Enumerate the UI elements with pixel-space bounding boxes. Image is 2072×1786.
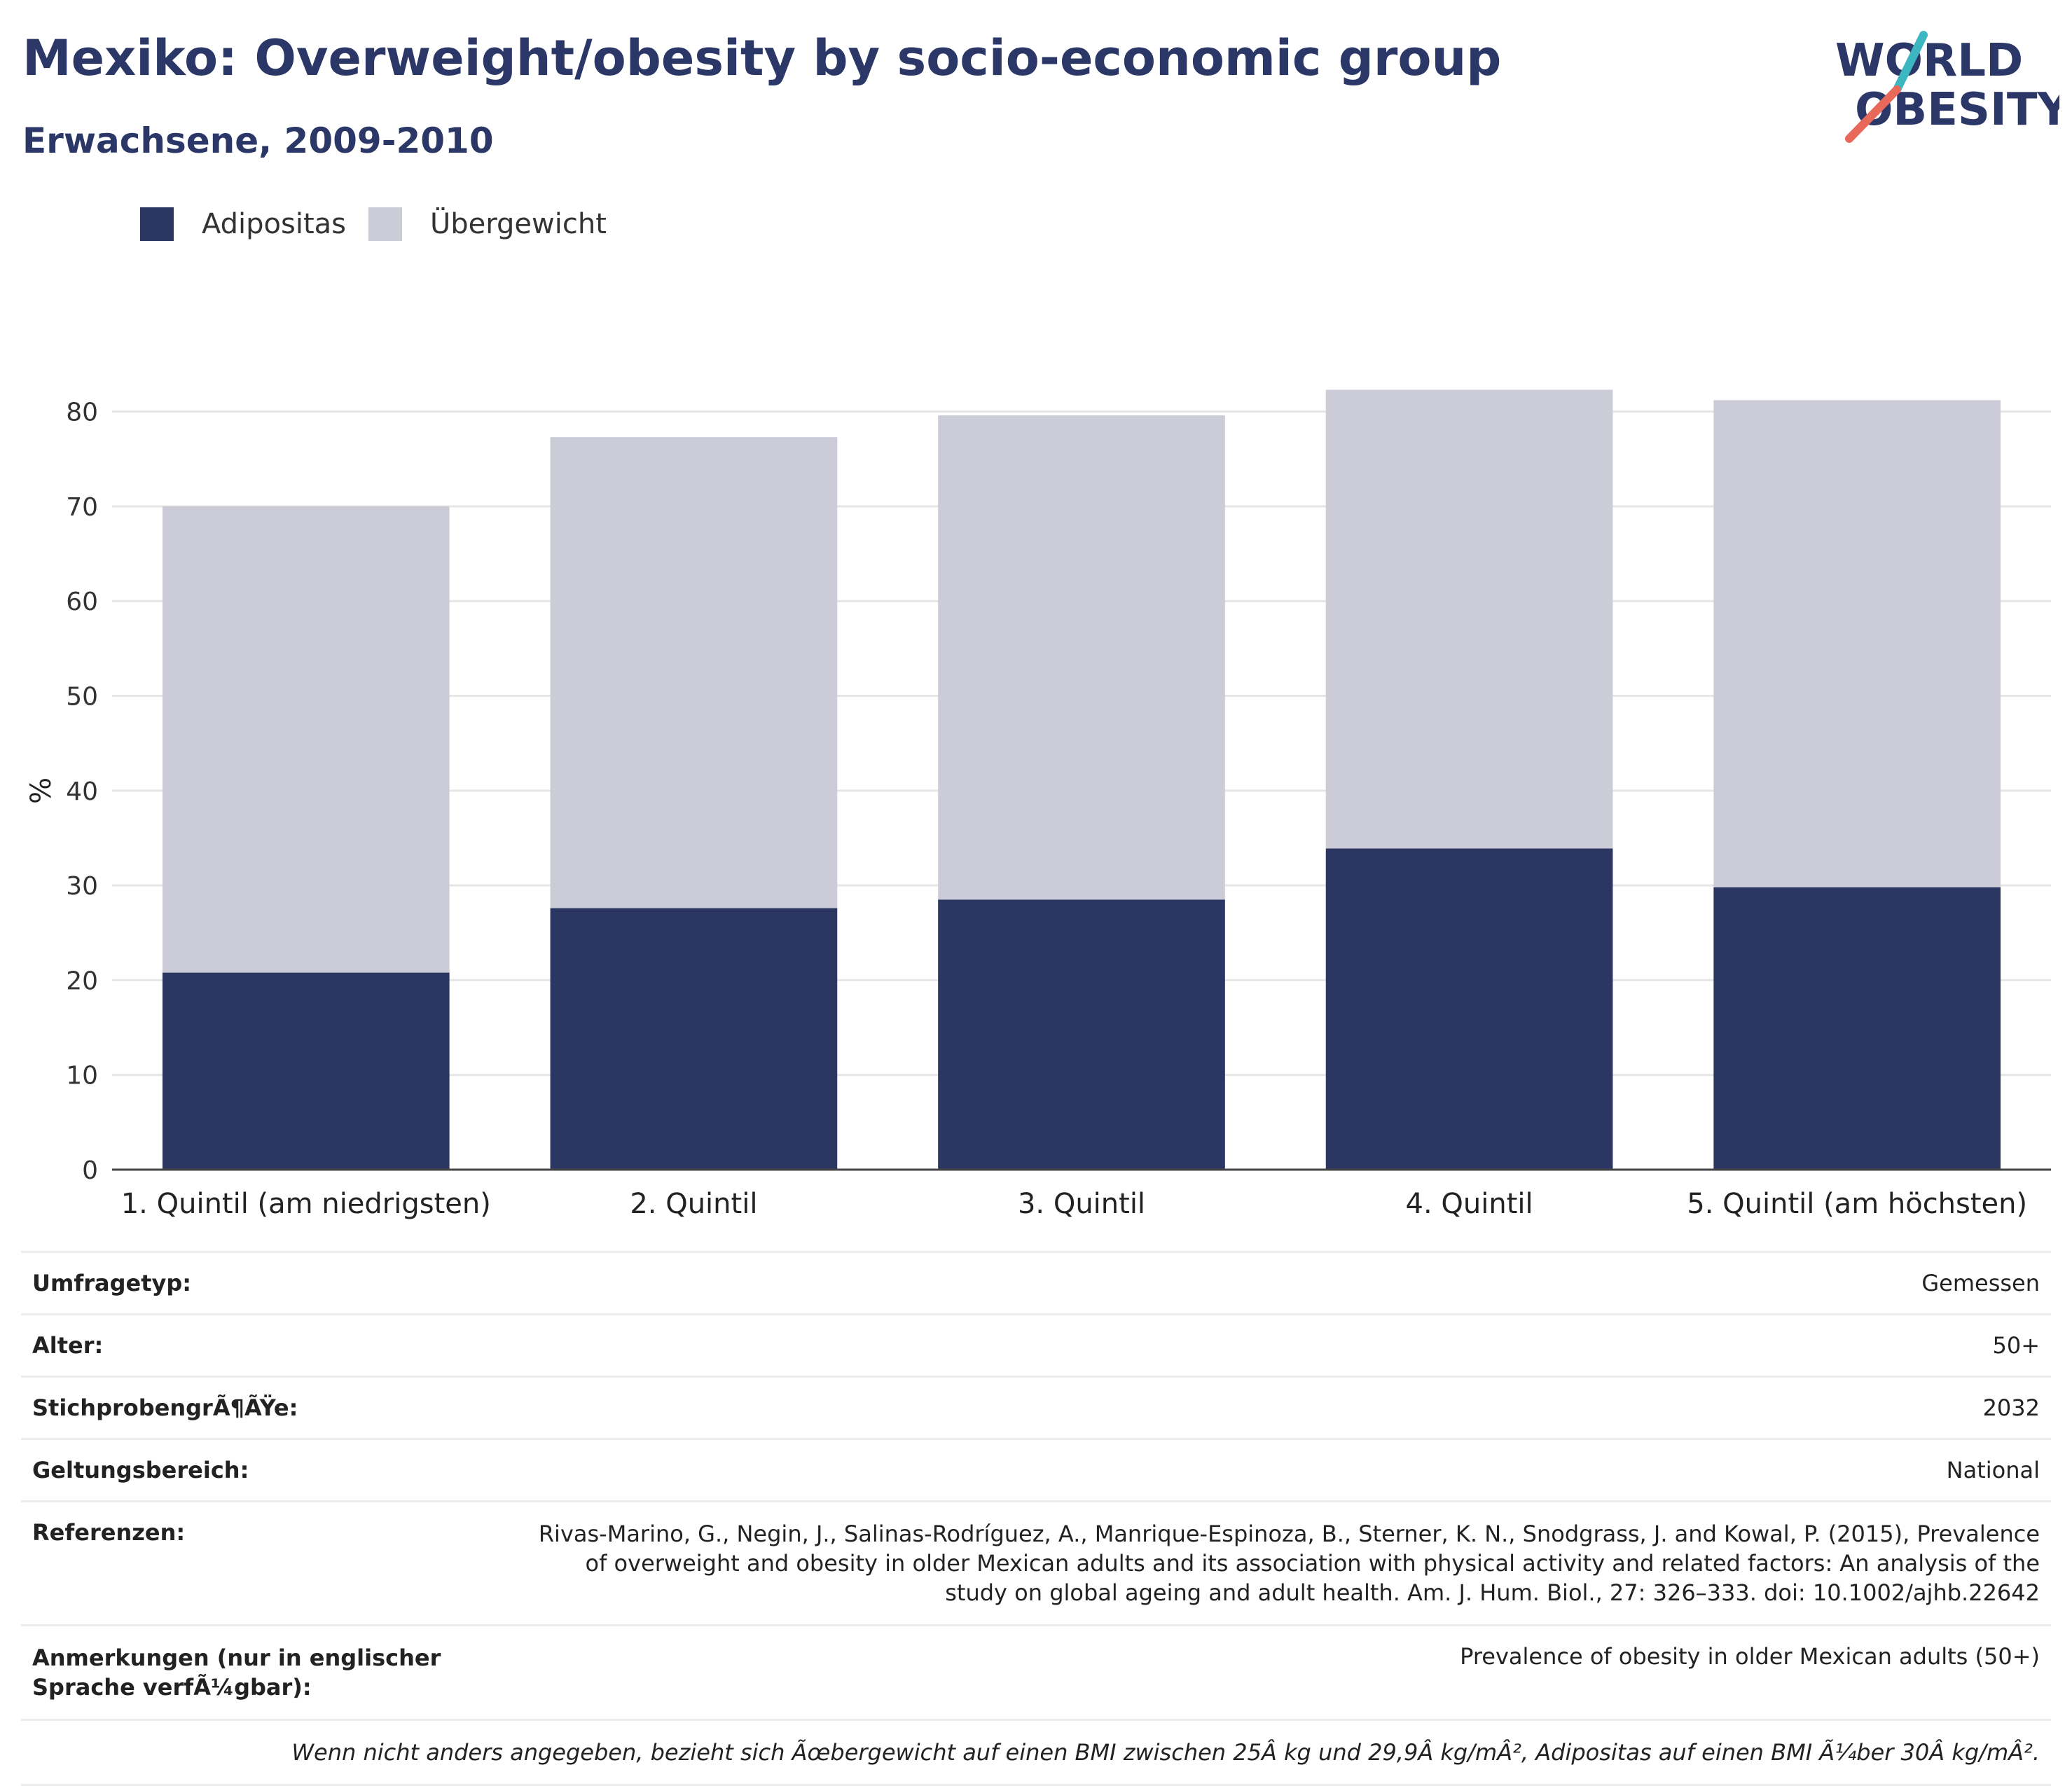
info-value: 50+ — [1992, 1332, 2040, 1359]
y-axis: 0 10 20 30 40 50 60 70 80% — [25, 399, 98, 1185]
world-obesity-logo: WORLD OBESITY — [1835, 31, 2059, 143]
x-tick-label: 2. Quintil — [630, 1188, 757, 1220]
logo-slash-red — [1845, 85, 1901, 143]
info-value: Prevalence of obesity in older Mexican a… — [1460, 1643, 2040, 1670]
info-key: Anmerkungen (nur in englischer Sprache v… — [32, 1645, 441, 1701]
x-tick-label: 4. Quintil — [1406, 1188, 1533, 1220]
y-tick-label: 0 — [82, 1156, 98, 1185]
info-key: Alter: — [32, 1332, 104, 1359]
legend-item-adipositas[interactable]: Adipositas — [140, 207, 346, 241]
chart-title: Mexiko: Overweight/obesity by socio-econ… — [22, 29, 1502, 87]
bar-adipositas-2[interactable] — [550, 908, 838, 1170]
bar-adipositas-4[interactable] — [1325, 848, 1613, 1170]
y-tick-label: 60 — [66, 588, 98, 616]
y-tick-label: 80 — [66, 399, 98, 427]
legend-swatch-adipositas — [140, 207, 174, 241]
x-tick-label: 5. Quintil (am höchsten) — [1687, 1188, 2027, 1220]
footnote: Wenn nicht anders angegeben, bezieht sic… — [21, 1719, 2051, 1786]
bar-uebergewicht-3[interactable] — [938, 415, 1225, 900]
info-value: 2032 — [1982, 1394, 2040, 1421]
legend-label-adipositas: Adipositas — [202, 208, 347, 240]
legend-label-uebergewicht: Übergewicht — [430, 208, 607, 240]
y-tick-label: 20 — [66, 967, 98, 995]
bar-adipositas-1[interactable] — [162, 972, 450, 1170]
chart-subtitle: Erwachsene, 2009-2010 — [22, 120, 494, 161]
bar-uebergewicht-4[interactable] — [1325, 389, 1613, 849]
y-axis-label: % — [25, 777, 57, 804]
info-table: Umfragetyp: Gemessen Alter: 50+ Stichpro… — [21, 1251, 2051, 1786]
logo-slash-teal — [1893, 31, 1928, 94]
logo-text-obesity: OBESITY — [1855, 84, 2059, 136]
legend-item-uebergewicht[interactable]: Übergewicht — [368, 207, 607, 241]
y-tick-label: 40 — [66, 777, 98, 806]
bars — [162, 389, 2001, 1170]
y-tick-label: 50 — [66, 683, 98, 712]
y-tick-label: 10 — [66, 1062, 98, 1091]
info-key: Referenzen: — [32, 1519, 186, 1546]
x-axis: 1. Quintil (am niedrigsten) 2. Quintil 3. … — [112, 1168, 2051, 1220]
info-key: StichprobengrÃ¶ÃŸe: — [32, 1394, 298, 1421]
y-tick-label: 70 — [66, 493, 98, 522]
info-row-referenzen: Referenzen: Rivas-Marino, G., Negin, J.,… — [21, 1500, 2051, 1624]
info-row-umfragetyp: Umfragetyp: Gemessen — [21, 1251, 2051, 1313]
bar-uebergewicht-1[interactable] — [162, 506, 450, 973]
info-key: Geltungsbereich: — [32, 1457, 249, 1483]
info-row-anmerkungen: Anmerkungen (nur in englischer Sprache v… — [21, 1624, 2051, 1719]
info-row-geltungsbereich: Geltungsbereich: National — [21, 1438, 2051, 1500]
info-key: Umfragetyp: — [32, 1270, 192, 1296]
bar-chart: 0 10 20 30 40 50 60 70 80% 1. Quintil (am niedri… — [25, 389, 2051, 1220]
info-value-reference: Rivas-Marino, G., Negin, J., Salinas-Rod… — [538, 1521, 2040, 1606]
bar-uebergewicht-5[interactable] — [1713, 400, 2001, 887]
info-value: Gemessen — [1921, 1270, 2040, 1296]
info-row-stichprobengroesse: StichprobengrÃ¶ÃŸe: 2032 — [21, 1376, 2051, 1438]
y-tick-label: 30 — [66, 872, 98, 901]
bar-adipositas-5[interactable] — [1713, 887, 2001, 1170]
x-tick-label: 1. Quintil (am niedrigsten) — [121, 1188, 491, 1220]
bar-adipositas-3[interactable] — [938, 899, 1225, 1170]
logo-text-world: WORLD — [1835, 35, 2023, 87]
x-tick-label: 3. Quintil — [1018, 1188, 1145, 1220]
info-row-alter: Alter: 50+ — [21, 1313, 2051, 1376]
bar-uebergewicht-2[interactable] — [550, 437, 838, 908]
legend-swatch-uebergewicht — [368, 207, 402, 241]
info-value: National — [1946, 1457, 2040, 1483]
